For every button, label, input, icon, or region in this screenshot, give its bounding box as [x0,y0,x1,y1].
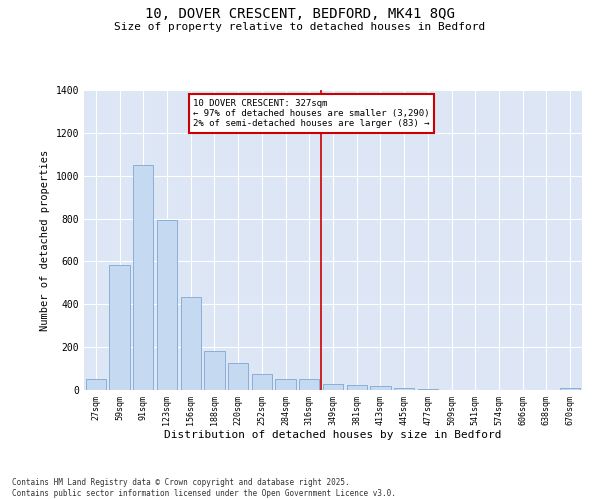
Bar [157,220,177,390]
Bar [347,384,367,390]
Bar [133,165,154,390]
Text: 10, DOVER CRESCENT, BEDFORD, MK41 8QG: 10, DOVER CRESCENT, BEDFORD, MK41 8QG [145,8,455,22]
Bar [394,388,414,390]
Bar [323,384,343,390]
Bar [109,264,130,390]
Bar [205,352,224,390]
Bar [252,374,272,390]
Bar [181,297,201,390]
Bar [86,380,106,390]
X-axis label: Distribution of detached houses by size in Bedford: Distribution of detached houses by size … [164,430,502,440]
Y-axis label: Number of detached properties: Number of detached properties [40,150,50,330]
Text: 10 DOVER CRESCENT: 327sqm
← 97% of detached houses are smaller (3,290)
2% of sem: 10 DOVER CRESCENT: 327sqm ← 97% of detac… [193,98,430,128]
Bar [275,380,296,390]
Bar [370,386,391,390]
Text: Contains HM Land Registry data © Crown copyright and database right 2025.
Contai: Contains HM Land Registry data © Crown c… [12,478,396,498]
Bar [299,380,319,390]
Bar [560,388,580,390]
Text: Size of property relative to detached houses in Bedford: Size of property relative to detached ho… [115,22,485,32]
Bar [418,389,438,390]
Bar [228,363,248,390]
